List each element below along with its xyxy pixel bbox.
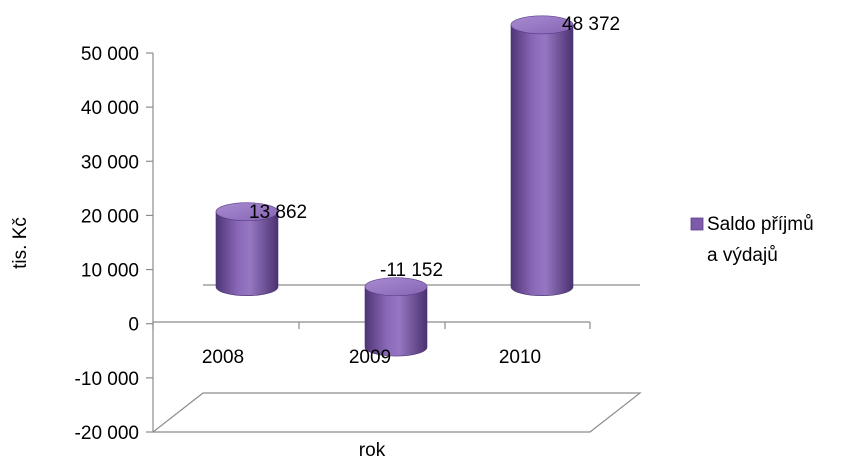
y-tick-label: 20 000: [81, 206, 139, 227]
bar: [215, 202, 279, 296]
bar: [510, 15, 574, 296]
data-label: 48 372: [562, 14, 620, 35]
y-tick-label: 10 000: [81, 261, 139, 282]
y-tick-label: 30 000: [81, 152, 139, 173]
bar-cap: [215, 202, 279, 221]
category-labels: 2008 2009 2010: [202, 347, 541, 368]
y-tick-label: 40 000: [81, 98, 139, 119]
y-tick-label: -10 000: [75, 369, 139, 390]
data-labels: 13 862 -11 152 48 372: [249, 14, 620, 281]
bar-body: [510, 24, 574, 296]
bar-body: [215, 211, 279, 296]
category-label: 2010: [499, 347, 541, 368]
legend-swatch: [690, 217, 704, 231]
category-label: 2009: [349, 347, 391, 368]
y-tick-label: 0: [128, 315, 139, 336]
y-axis-ticks: 50 000 40 000 30 000 20 000 10 000 0 -10 000 -2…: [75, 44, 153, 444]
bar-body: [364, 286, 428, 357]
legend-line-2: a výdajů: [707, 245, 778, 266]
data-label: 13 862: [249, 202, 307, 223]
bar-cap: [510, 15, 574, 35]
chart-floor: [151, 392, 642, 433]
x-axis-ticks: [152, 322, 591, 329]
x-axis-title: rok: [359, 440, 386, 459]
y-axis-title: tis. Kč: [10, 217, 31, 269]
bar-cap: [364, 277, 428, 297]
bar: [364, 277, 428, 357]
y-tick-label: -20 000: [75, 423, 139, 444]
legend: Saldo příjmů a výdajů: [690, 214, 814, 266]
y-tick-label: 50 000: [81, 44, 139, 65]
data-label: -11 152: [380, 260, 443, 281]
bar-series: [215, 15, 574, 357]
legend-line-1: Saldo příjmů: [707, 214, 814, 235]
category-label: 2008: [202, 347, 244, 368]
